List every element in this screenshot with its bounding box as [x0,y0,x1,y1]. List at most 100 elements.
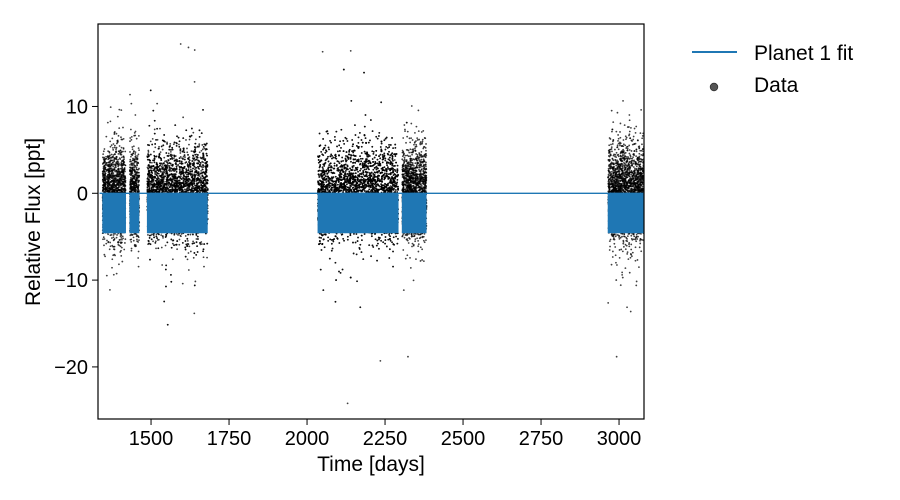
data-point [179,234,182,237]
data-point [137,153,140,156]
data-point [106,164,109,167]
data-point [104,166,107,169]
data-point [129,234,132,237]
data-point [182,155,185,158]
data-point [159,127,161,130]
data-point [186,240,189,242]
data-point [136,155,139,157]
data-point [102,180,104,183]
data-point [200,149,203,152]
data-point [112,165,115,168]
data-point [131,174,134,177]
data-point [200,169,203,172]
data-point [113,146,116,149]
data-point [167,152,170,155]
plot-content [99,43,644,405]
data-point [106,184,109,187]
data-point [110,172,113,175]
data-point [107,233,110,236]
data-point [138,171,140,174]
data-point [122,180,125,183]
data-point [109,234,112,237]
data-point [177,234,179,236]
data-point [124,189,127,192]
data-point [189,250,192,253]
data-point [122,237,124,240]
data-point [118,244,121,247]
data-point [130,162,133,165]
data-point [115,132,118,135]
data-point [105,163,107,166]
data-point [169,151,172,153]
data-point [156,176,159,178]
data-point [110,188,113,191]
data-point [175,177,177,180]
data-point [193,312,196,315]
data-point [187,153,189,156]
data-point [135,168,138,171]
data-point [199,176,202,179]
data-point [188,143,190,146]
data-point [186,147,188,150]
data-point [120,136,122,139]
data-point [110,162,113,165]
data-point [192,256,195,259]
data-point [124,178,126,181]
data-point [104,255,106,258]
data-point [122,147,125,149]
data-point [124,238,127,241]
data-point [153,150,155,153]
data-point [116,183,118,186]
data-point [113,133,116,135]
data-point [172,239,175,242]
data-point [102,188,105,191]
data-point [117,158,120,161]
data-point [109,120,112,123]
data-point [132,145,135,148]
data-point [107,175,110,178]
data-point [115,148,117,151]
data-point [201,148,204,151]
data-point [120,186,123,189]
data-point [105,242,108,245]
data-point [113,160,116,163]
data-point [132,180,134,183]
data-point [183,158,186,161]
data-point [156,127,159,130]
data-point [113,253,116,256]
data-point [107,150,109,153]
data-point [156,102,159,105]
data-point [103,185,106,188]
data-point [109,156,112,159]
data-point [102,238,104,241]
data-point [119,235,122,238]
data-point [108,163,111,166]
data-point [131,154,134,157]
data-point [112,154,115,156]
data-point [134,153,137,155]
data-point [160,246,163,249]
data-point [162,236,164,239]
data-point [137,250,140,253]
data-point [120,156,123,159]
data-point [118,185,121,187]
data-point [116,160,118,163]
data-point [123,248,126,251]
data-point [187,252,190,254]
data-point [130,135,133,138]
data-point [133,164,135,167]
data-point [117,240,120,243]
data-point [103,156,106,159]
data-point [116,115,119,118]
data-point [138,167,140,170]
data-point [138,149,140,152]
data-point [117,175,120,178]
data-point [185,173,188,176]
data-point [133,160,136,162]
data-point [122,150,124,153]
data-point [109,241,112,244]
data-point [134,151,137,154]
data-point [118,151,121,154]
data-point [203,265,205,268]
data-point [121,171,124,174]
